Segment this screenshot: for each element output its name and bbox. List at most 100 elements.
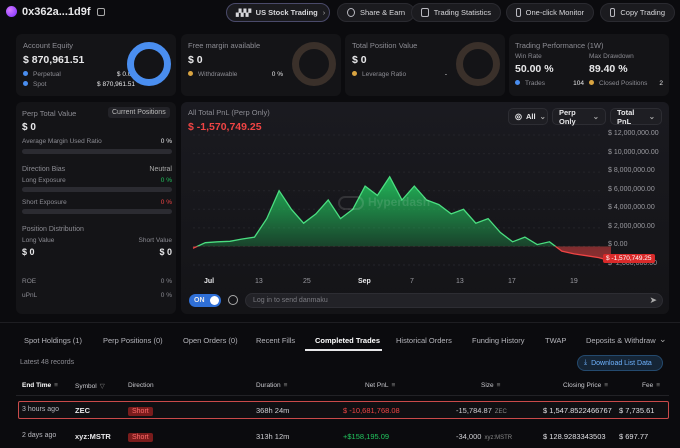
copy-icon[interactable] <box>97 8 105 16</box>
column-header-fee[interactable]: Fee ≡ <box>642 382 660 389</box>
table-row[interactable] <box>18 401 669 419</box>
current-pnl-label: $ -1,570,749.25 <box>603 254 655 263</box>
one-click-monitor-button[interactable]: One-click Monitor <box>506 3 594 22</box>
tab-twap[interactable]: TWAP <box>545 336 567 345</box>
bsx-logo-icon: ▞▞▞ <box>236 9 251 17</box>
tab-spot-holdings-1[interactable]: Spot Holdings (1) <box>24 336 82 345</box>
pnl-chart-value: $ -1,570,749.25 <box>188 121 262 133</box>
direction-badge: Short <box>128 433 153 442</box>
sort-icon[interactable]: ≡ <box>604 382 609 389</box>
size-unit: xyz:MSTR <box>484 435 513 441</box>
trades-row: Trades 104 <box>515 80 584 87</box>
positive-pnl-area <box>193 176 611 247</box>
sort-icon[interactable]: ≡ <box>283 382 288 389</box>
download-list-button[interactable]: ⤓ Download List Data <box>577 355 663 371</box>
sort-icon[interactable]: ≡ <box>496 382 501 389</box>
x-tick-label: Sep <box>358 278 371 285</box>
column-header-duration[interactable]: Duration ≡ <box>256 382 287 389</box>
wallet-address: 0x362a...1d9f <box>22 6 91 18</box>
max-drawdown-value: 89.40 % <box>589 63 628 75</box>
column-header-net-pnl[interactable]: Net PnL ≡ <box>365 382 395 389</box>
column-header-end-time[interactable]: End Time ≡ <box>22 382 58 389</box>
chart-watermark: Hyperdash <box>338 195 430 210</box>
send-icon[interactable]: ➤ <box>649 295 657 305</box>
spot-row: Spot $ 870,961.51 <box>23 81 135 88</box>
column-header-size[interactable]: Size ≡ <box>481 382 500 389</box>
chevron-right-icon: › <box>322 8 326 17</box>
win-rate-label: Win Rate <box>515 53 542 60</box>
tab-historical-orders[interactable]: Historical Orders <box>396 336 452 345</box>
y-tick-label: $ 6,000,000.00 <box>608 185 655 193</box>
y-tick-label: $ 0.00 <box>608 241 628 249</box>
closing-price-cell: $ 128.9283343503 <box>543 432 606 441</box>
filter-icon[interactable]: ▽ <box>99 383 105 390</box>
sort-icon[interactable]: ≡ <box>54 382 58 389</box>
long-exposure-row: Long Exposure 0 % <box>22 177 172 192</box>
x-tick-label: Jul <box>204 278 215 285</box>
danmaku-input[interactable]: Log in to send danmaku ➤ <box>245 293 663 308</box>
column-header-label: Direction <box>128 382 154 389</box>
direction-bias-row: Direction Bias Neutral <box>22 166 172 173</box>
avg-margin-row: Average Margin Used Ratio 0 % <box>22 138 172 154</box>
position-distribution-label: Position Distribution <box>22 226 84 233</box>
column-header-symbol[interactable]: Symbol ▽ <box>75 382 105 390</box>
sort-icon[interactable]: ≡ <box>391 382 396 389</box>
tab-open-orders-0[interactable]: Open Orders (0) <box>183 336 238 345</box>
tabs-scroll-chevron-icon[interactable]: ⌄ <box>659 334 667 344</box>
withdrawable-dot-icon <box>188 71 193 76</box>
tab-completed-trades[interactable]: Completed Trades <box>315 336 381 345</box>
x-tick-label: 7 <box>410 278 414 285</box>
us-stock-trading-button[interactable]: ▞▞▞ US Stock Trading › <box>226 3 330 22</box>
x-tick-label: 19 <box>570 278 578 285</box>
y-tick-label: $ 8,000,000.00 <box>608 167 655 175</box>
download-icon: ⤓ <box>584 359 588 366</box>
duration-cell: 313h 12m <box>256 432 290 441</box>
column-header-label: Size <box>481 382 494 389</box>
size-unit: ZEC <box>494 409 507 415</box>
trading-performance-card: Trading Performance (1W) Win Rate 50.00 … <box>509 34 669 96</box>
position-distribution-labels: Long Value Short Value <box>22 237 172 244</box>
column-header-direction[interactable]: Direction <box>128 382 154 389</box>
free-margin-card: Free margin available $ 0 Withdrawable 0 … <box>181 34 341 96</box>
total-position-value: $ 0 <box>352 54 367 66</box>
closed-positions-row: Closed Positions 2 <box>589 80 663 87</box>
column-header-label: Duration <box>256 382 281 389</box>
x-tick-label: 13 <box>255 278 263 285</box>
records-count: Latest 48 records <box>20 359 75 366</box>
free-margin-label: Free margin available <box>188 41 261 50</box>
tab-recent-fills[interactable]: Recent Fills <box>256 336 296 345</box>
total-position-card: Total Position Value $ 0 Leverage Ratio - <box>345 34 505 96</box>
win-rate-value: 50.00 % <box>515 63 554 75</box>
tab-funding-history[interactable]: Funding History <box>472 336 525 345</box>
x-tick-label: 25 <box>303 278 311 285</box>
y-tick-label: $ 2,000,000.00 <box>608 222 655 230</box>
withdrawable-row: Withdrawable 0 % <box>188 71 283 78</box>
perp-panel: Perp Total Value Current Positions $ 0 A… <box>16 102 176 314</box>
trades-dot-icon <box>515 80 520 85</box>
sort-icon[interactable]: ≡ <box>656 382 660 389</box>
trading-statistics-button[interactable]: Trading Statistics <box>411 3 501 22</box>
equity-donut-chart <box>127 42 171 86</box>
chevron-down-icon: ⌄ <box>648 112 655 121</box>
filter-perp-dropdown[interactable]: Perp Only ⌄ <box>552 108 606 126</box>
danmaku-toggle[interactable]: ON <box>189 294 221 307</box>
share-earn-button[interactable]: Share & Earn <box>337 3 415 22</box>
watermark-logo-icon <box>338 195 364 210</box>
filter-all-dropdown[interactable]: ◎ All ⌄ <box>508 108 548 125</box>
copy-trading-button[interactable]: Copy Trading <box>600 3 675 22</box>
active-tab-underline <box>305 349 382 351</box>
danmaku-settings-icon[interactable] <box>228 295 238 305</box>
current-positions-button[interactable]: Current Positions <box>108 107 170 118</box>
all-icon: ◎ <box>515 112 522 121</box>
net-pnl-cell: +$158,195.09 <box>343 432 390 441</box>
column-header-closing-price[interactable]: Closing Price ≡ <box>563 382 608 389</box>
tab-deposits-withdraw[interactable]: Deposits & Withdraw <box>586 336 656 345</box>
perp-total-value: $ 0 <box>22 122 36 133</box>
total-position-label: Total Position Value <box>352 41 418 50</box>
tab-perp-positions-0[interactable]: Perp Positions (0) <box>103 336 163 345</box>
short-exposure-bar <box>22 209 172 214</box>
trading-performance-label: Trading Performance (1W) <box>515 41 604 50</box>
spot-dot-icon <box>23 81 28 86</box>
toggle-knob <box>210 296 219 305</box>
filter-total-pnl-dropdown[interactable]: Total PnL ⌄ <box>610 108 662 126</box>
